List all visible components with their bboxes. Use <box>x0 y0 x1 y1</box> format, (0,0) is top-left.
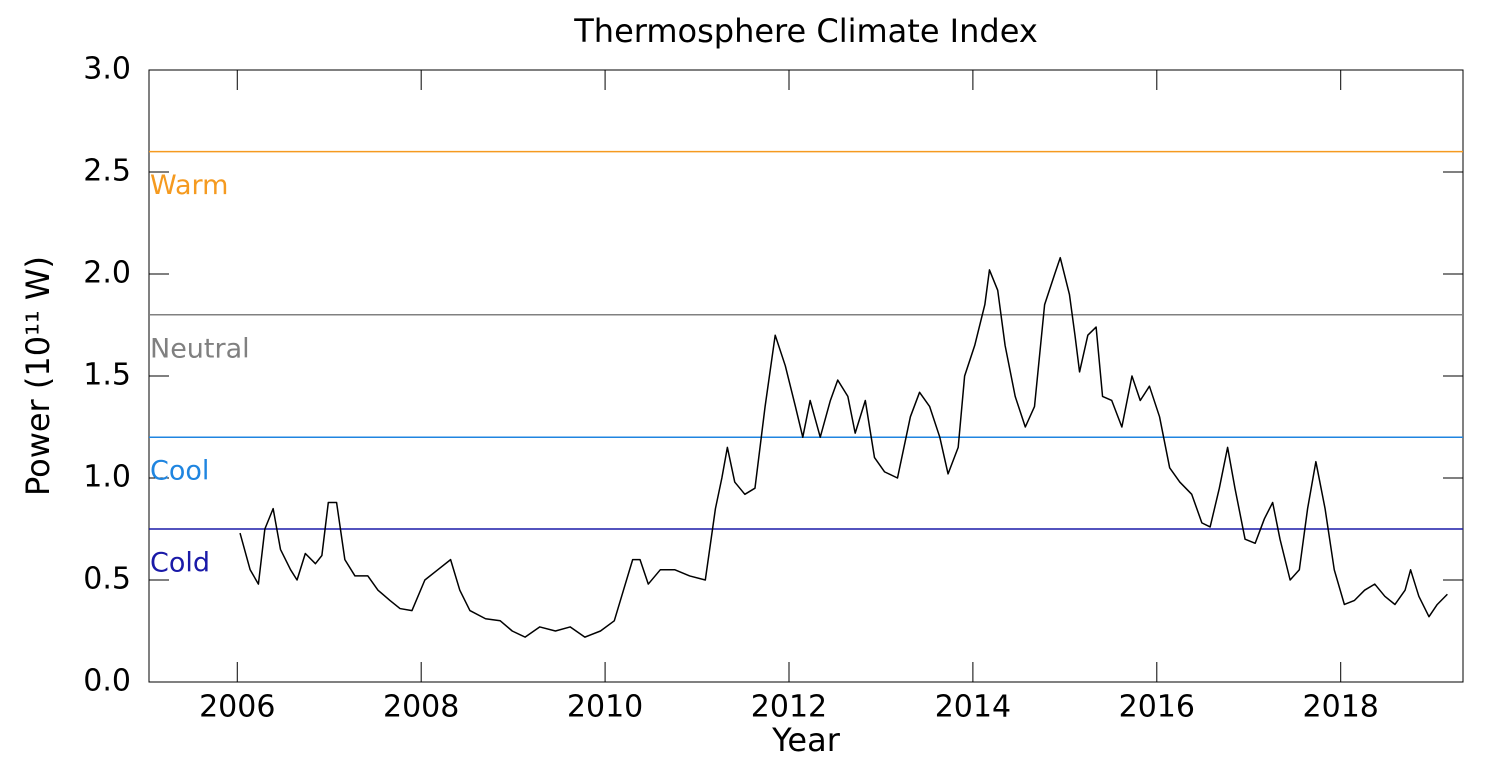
y-tick-label: 3.0 <box>83 52 131 87</box>
x-tick-label: 2014 <box>935 690 1011 725</box>
y-tick-label: 2.5 <box>83 154 131 189</box>
chart-title: Thermosphere Climate Index <box>573 12 1038 50</box>
y-tick-label: 1.0 <box>83 460 131 495</box>
y-tick-label: 0.5 <box>83 562 131 597</box>
x-tick-label: 2018 <box>1303 690 1379 725</box>
y-tick-label: 0.0 <box>83 664 131 699</box>
reference-label: Cool <box>150 456 209 487</box>
x-tick-label: 2008 <box>383 690 459 725</box>
x-tick-label: 2016 <box>1119 690 1195 725</box>
data-line <box>239 256 1448 638</box>
plot-frame <box>148 69 1464 683</box>
y-tick-label: 1.5 <box>83 358 131 393</box>
x-tick-label: 2010 <box>567 690 643 725</box>
reference-label: Warm <box>150 170 228 201</box>
reference-label: Neutral <box>150 333 250 364</box>
x-tick-label: 2012 <box>751 690 827 725</box>
x-axis-label: Year <box>771 721 841 759</box>
y-tick-label: 2.0 <box>83 256 131 291</box>
reference-label: Cold <box>150 548 210 579</box>
y-axis-label: Power (10¹¹ W) <box>19 256 57 496</box>
x-tick-label: 2006 <box>199 690 275 725</box>
